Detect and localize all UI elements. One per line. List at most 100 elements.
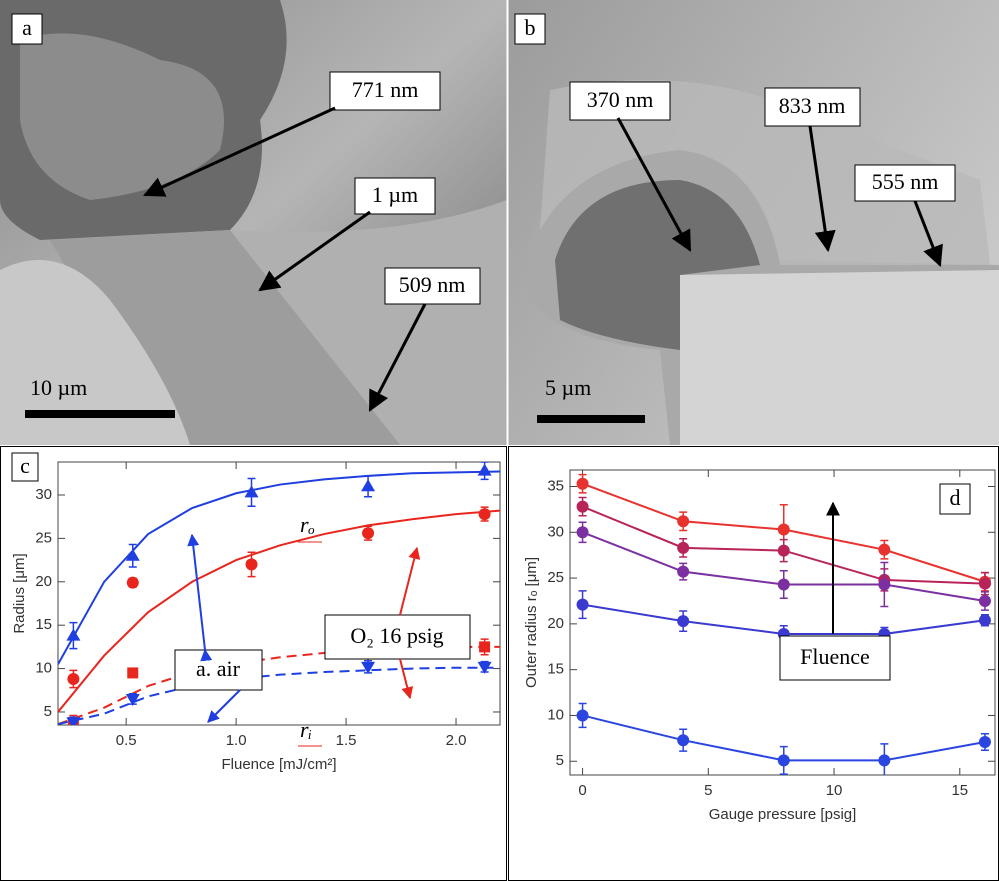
- marker: [66, 628, 81, 641]
- scale-bar-label: 10 µm: [30, 375, 87, 400]
- marker: [878, 754, 891, 767]
- y-tick-label: 30: [547, 523, 564, 540]
- annotation-box: [764, 87, 861, 127]
- y-tick-label: 15: [547, 661, 564, 678]
- y-tick-label: 15: [35, 616, 52, 633]
- marker: [66, 717, 81, 725]
- charts: 0.5 1.0 1.5 2.0 5 10 15 20 25 30 Fluence [mJ/cm²] R…: [11, 461, 996, 823]
- annotation-box: [324, 614, 471, 660]
- y-tick-label: 30: [35, 486, 52, 503]
- x-tick-label: 1.5: [336, 732, 357, 749]
- marker: [362, 527, 375, 540]
- x-tick-label: 15: [951, 782, 968, 799]
- y-axis-label: Outer radius rₒ [μm]: [523, 557, 540, 688]
- marker: [125, 548, 140, 561]
- marker: [878, 578, 891, 591]
- x-tick-label: 10: [826, 782, 843, 799]
- x-tick-label: 5: [704, 782, 712, 799]
- arrow: [187, 533, 213, 662]
- marker: [978, 736, 991, 749]
- annotation-box: [384, 267, 481, 305]
- annotation: 833 nm: [779, 93, 846, 118]
- y-tick-label: 25: [35, 529, 52, 546]
- marker: [127, 667, 139, 679]
- x-tick-label: 1.0: [226, 732, 247, 749]
- annotation-box: [854, 164, 956, 202]
- annotation: 370 nm: [587, 87, 654, 112]
- marker: [677, 565, 690, 578]
- marker: [576, 526, 589, 539]
- marker: [777, 754, 790, 767]
- arrow: [913, 200, 943, 267]
- y-axis-label: Radius [μm]: [11, 553, 28, 633]
- annotation: 555 nm: [872, 169, 939, 194]
- marker: [125, 693, 140, 706]
- panel-label: a: [22, 15, 32, 40]
- annotation-box: [779, 635, 891, 681]
- marker: [67, 672, 80, 685]
- marker: [677, 515, 690, 528]
- annotation: a. air: [196, 656, 241, 681]
- marker: [477, 661, 492, 674]
- marker: [576, 500, 589, 513]
- arrow: [258, 210, 371, 292]
- scale-bar: [537, 415, 645, 423]
- annotation: O₂ 16 psig: [350, 623, 443, 648]
- sem-image-b: [508, 0, 999, 445]
- annotation: rₒ: [300, 512, 315, 537]
- annotation: 771 nm: [352, 77, 419, 102]
- marker: [126, 576, 139, 589]
- marker: [677, 734, 690, 747]
- annotation: 509 nm: [399, 272, 466, 297]
- y-tick-label: 25: [547, 569, 564, 586]
- panel-label-box: [11, 452, 39, 482]
- marker: [576, 477, 589, 490]
- marker: [978, 577, 991, 590]
- x-tick-label: 0.5: [116, 732, 137, 749]
- annotation-box: [329, 71, 441, 111]
- y-tick-label: 5: [44, 703, 52, 720]
- x-tick-label: 2.0: [446, 732, 467, 749]
- marker: [978, 614, 991, 627]
- plot-frame: [57, 461, 501, 726]
- plot: [576, 473, 991, 775]
- annotation: rᵢ: [300, 717, 312, 742]
- arrow: [399, 658, 414, 700]
- y-tick-label: 20: [547, 615, 564, 632]
- marker: [978, 594, 991, 607]
- annotation: Fluence: [800, 644, 870, 669]
- plot-frame: [569, 469, 996, 776]
- arrow: [399, 546, 421, 616]
- panel-label-box: [939, 483, 971, 515]
- marker: [361, 661, 376, 674]
- marker: [576, 598, 589, 611]
- arrow: [616, 117, 692, 252]
- x-axis-label: Gauge pressure [psig]: [709, 806, 857, 823]
- x-tick-label: 0: [578, 782, 586, 799]
- scale-bar-label: 5 µm: [545, 375, 591, 400]
- x-axis-label: Fluence [mJ/cm²]: [221, 756, 336, 773]
- marker: [777, 523, 790, 536]
- panel-label-box: [514, 13, 546, 45]
- arrow: [207, 689, 241, 723]
- y-tick-label: 5: [556, 752, 564, 769]
- arrow: [808, 125, 836, 253]
- marker: [576, 709, 589, 722]
- annotation-box: [569, 81, 671, 121]
- marker: [777, 578, 790, 591]
- marker: [361, 479, 376, 492]
- scale-bar: [25, 410, 175, 418]
- panel-label: c: [20, 453, 30, 478]
- marker: [244, 485, 259, 498]
- marker: [677, 615, 690, 628]
- annotation-box: [354, 177, 436, 215]
- marker: [478, 508, 491, 521]
- y-tick-label: 10: [547, 706, 564, 723]
- marker: [477, 463, 492, 476]
- panel-label: b: [525, 15, 536, 40]
- annotation: 1 µm: [372, 182, 418, 207]
- marker: [878, 543, 891, 556]
- marker: [245, 558, 258, 571]
- arrow: [143, 106, 336, 197]
